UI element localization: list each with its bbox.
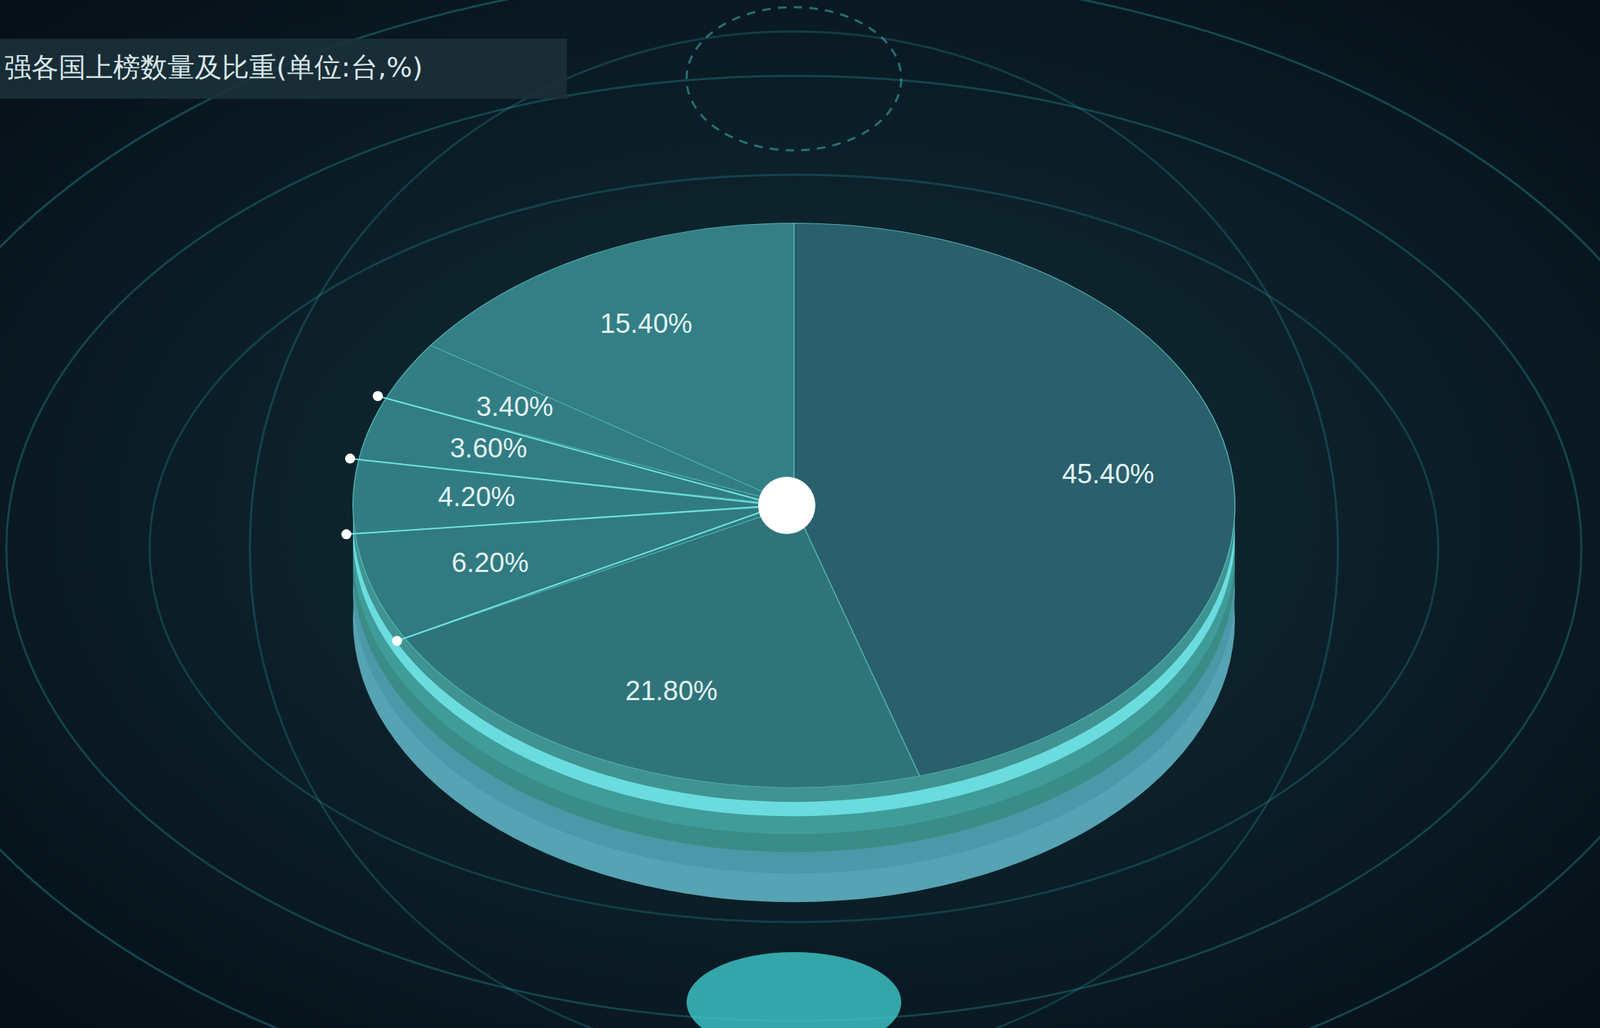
ring bbox=[149, 174, 1439, 923]
leader-dot bbox=[345, 453, 356, 464]
data-label: 6.20% bbox=[451, 547, 530, 578]
data-label: 3.40% bbox=[476, 391, 554, 422]
data-label: 3.60% bbox=[449, 433, 527, 464]
background bbox=[0, 0, 1600, 1028]
decoration bbox=[0, 0, 1600, 1028]
data-label: 15.40% bbox=[599, 308, 693, 339]
center-dot bbox=[758, 476, 816, 535]
leader-lines bbox=[341, 390, 816, 646]
chart: 45.40% 21.80% 6.20% 4.20% 3.60% 3.40% 15.40% 强各… bbox=[0, 0, 1600, 1028]
glow bbox=[686, 952, 902, 1028]
data-label: 4.20% bbox=[438, 481, 516, 512]
leader-dot bbox=[372, 390, 383, 401]
ring bbox=[249, 31, 1338, 1028]
leader-line bbox=[350, 458, 780, 506]
leader-dot bbox=[341, 529, 352, 540]
ring bbox=[686, 7, 902, 151]
leader-dot bbox=[392, 635, 403, 646]
leader-line bbox=[346, 505, 780, 535]
ring bbox=[6, 75, 1582, 1021]
data-labels: 45.40% 21.80% 6.20% 4.20% 3.60% 3.40% 15.40% bbox=[438, 308, 1155, 706]
title: 强各国上榜数量及比重(单位:台,%) bbox=[4, 51, 424, 84]
slice bbox=[430, 223, 794, 506]
title-box bbox=[0, 38, 567, 99]
data-label: 45.40% bbox=[1061, 458, 1155, 489]
leader-line bbox=[397, 505, 780, 641]
pie bbox=[352, 223, 1235, 788]
ring bbox=[0, 0, 1600, 1028]
data-label: 21.80% bbox=[625, 675, 719, 706]
